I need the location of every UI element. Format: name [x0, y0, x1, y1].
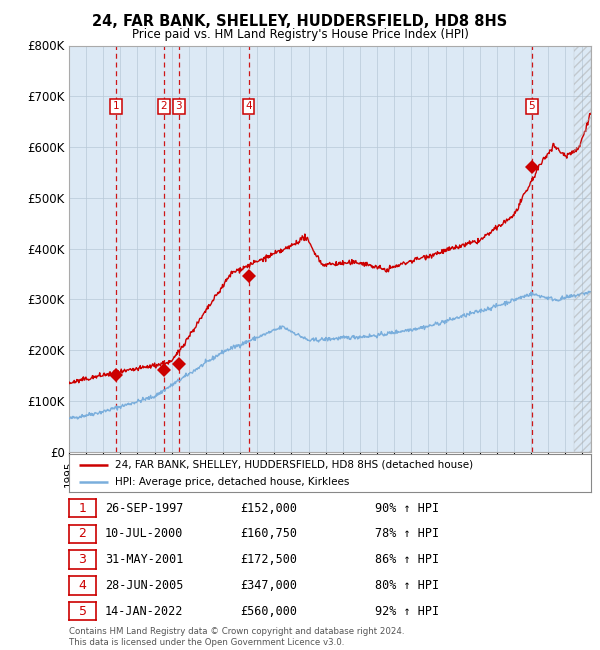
- Text: £347,000: £347,000: [240, 579, 297, 592]
- Text: 86% ↑ HPI: 86% ↑ HPI: [375, 553, 439, 566]
- Text: £152,000: £152,000: [240, 502, 297, 515]
- Text: 28-JUN-2005: 28-JUN-2005: [105, 579, 184, 592]
- Text: 90% ↑ HPI: 90% ↑ HPI: [375, 502, 439, 515]
- Text: 24, FAR BANK, SHELLEY, HUDDERSFIELD, HD8 8HS: 24, FAR BANK, SHELLEY, HUDDERSFIELD, HD8…: [92, 14, 508, 29]
- Text: £172,500: £172,500: [240, 553, 297, 566]
- Text: 2: 2: [79, 527, 86, 540]
- Text: Price paid vs. HM Land Registry's House Price Index (HPI): Price paid vs. HM Land Registry's House …: [131, 28, 469, 41]
- Text: 5: 5: [79, 604, 86, 617]
- Text: 78% ↑ HPI: 78% ↑ HPI: [375, 527, 439, 540]
- Text: 4: 4: [79, 579, 86, 592]
- Text: 2: 2: [160, 101, 167, 111]
- Text: 26-SEP-1997: 26-SEP-1997: [105, 502, 184, 515]
- Text: 24, FAR BANK, SHELLEY, HUDDERSFIELD, HD8 8HS (detached house): 24, FAR BANK, SHELLEY, HUDDERSFIELD, HD8…: [115, 460, 473, 470]
- Text: 3: 3: [79, 553, 86, 566]
- Text: Contains HM Land Registry data © Crown copyright and database right 2024.
This d: Contains HM Land Registry data © Crown c…: [69, 627, 404, 647]
- Text: 3: 3: [175, 101, 182, 111]
- Text: 80% ↑ HPI: 80% ↑ HPI: [375, 579, 439, 592]
- Text: 4: 4: [245, 101, 252, 111]
- Text: 1: 1: [113, 101, 119, 111]
- Text: 31-MAY-2001: 31-MAY-2001: [105, 553, 184, 566]
- Text: £560,000: £560,000: [240, 604, 297, 617]
- Text: 1: 1: [79, 502, 86, 515]
- Text: £160,750: £160,750: [240, 527, 297, 540]
- Text: 10-JUL-2000: 10-JUL-2000: [105, 527, 184, 540]
- Text: 92% ↑ HPI: 92% ↑ HPI: [375, 604, 439, 617]
- Text: HPI: Average price, detached house, Kirklees: HPI: Average price, detached house, Kirk…: [115, 477, 349, 488]
- Text: 5: 5: [529, 101, 535, 111]
- Text: 14-JAN-2022: 14-JAN-2022: [105, 604, 184, 617]
